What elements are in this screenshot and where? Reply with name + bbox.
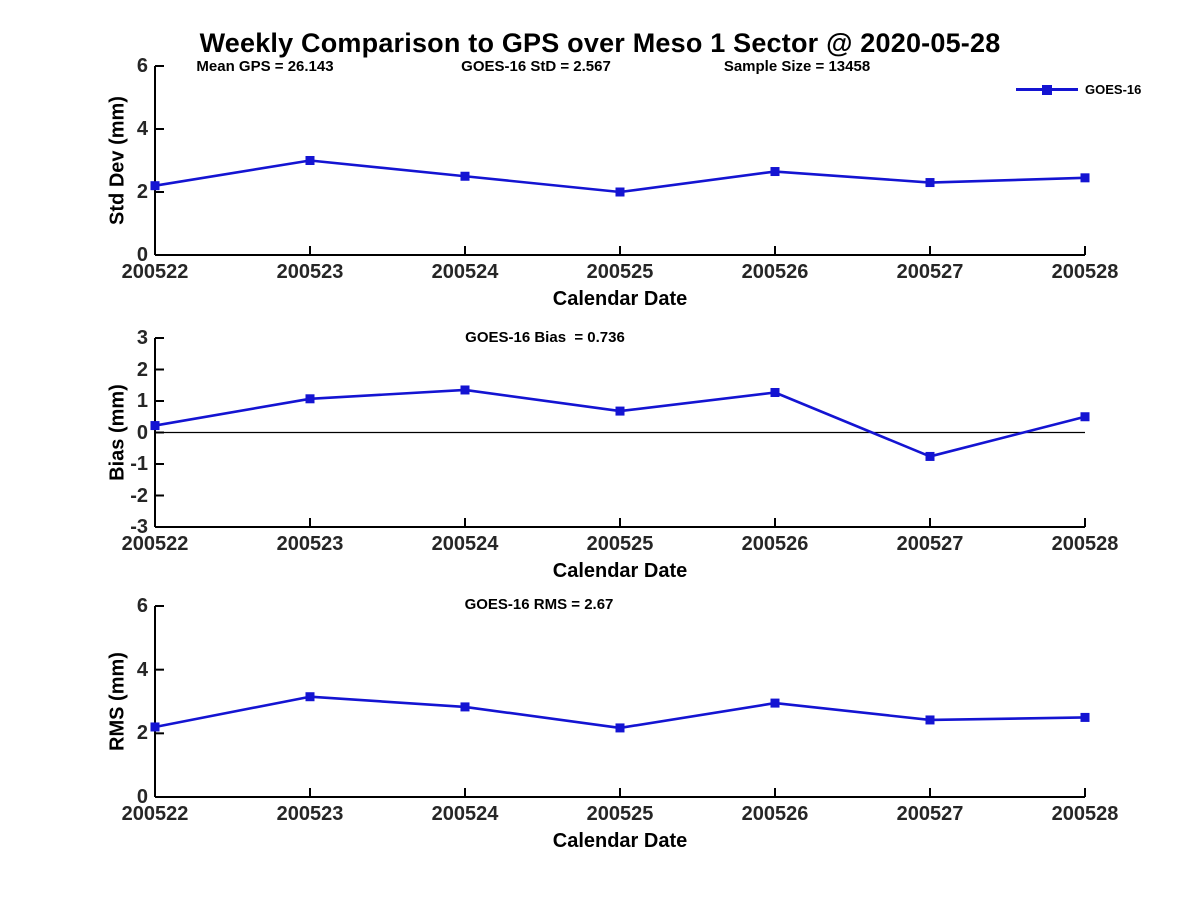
- x-tick-label: 200526: [741, 261, 809, 283]
- x-tick-label: 200522: [121, 261, 189, 283]
- y-tick-label: 3: [136, 327, 148, 349]
- x-tick-label: 200528: [1051, 261, 1119, 283]
- x-tick-label: 200525: [586, 803, 654, 825]
- y-tick-label: 4: [136, 658, 148, 681]
- y-tick-label: -3: [130, 516, 148, 538]
- x-tick-label: 200522: [121, 803, 189, 825]
- x-tick-label: 200527: [896, 533, 964, 555]
- y-tick-label: 2: [136, 722, 148, 745]
- legend: GOES-16: [1016, 81, 1141, 98]
- y-tick-label: 2: [136, 181, 148, 203]
- legend-line-sample: [1016, 84, 1078, 95]
- y-tick-label: 6: [136, 595, 148, 617]
- stddev-x-axis-label: Calendar Date: [552, 288, 688, 310]
- x-tick-label: 200524: [431, 533, 499, 555]
- y-tick-label: 6: [136, 55, 148, 77]
- x-tick-label: 200523: [276, 803, 344, 825]
- y-tick-label: -1: [130, 453, 148, 475]
- figure-title: Weekly Comparison to GPS over Meso 1 Sec…: [199, 28, 1001, 58]
- x-tick-label: 200523: [276, 261, 344, 283]
- x-tick-label: 200526: [741, 803, 809, 825]
- annotation-goes16-bias: GOES-16 Bias = 0.736: [465, 329, 625, 346]
- y-tick-label: 2: [136, 358, 148, 381]
- x-tick-label: 200528: [1051, 803, 1119, 825]
- x-tick-label: 200522: [121, 533, 189, 555]
- y-tick-label: 1: [136, 390, 148, 412]
- x-tick-label: 200527: [896, 261, 964, 283]
- x-tick-label: 200523: [276, 533, 344, 555]
- x-tick-label: 200527: [896, 803, 964, 825]
- annotation-mean-gps: Mean GPS = 26.143: [196, 58, 334, 75]
- x-tick-label: 200525: [586, 261, 654, 283]
- y-tick-label: 0: [136, 421, 148, 444]
- x-tick-label: 200525: [586, 533, 654, 555]
- annotation-sample-size: Sample Size = 13458: [723, 58, 871, 75]
- y-tick-label: 0: [136, 786, 148, 808]
- x-tick-label: 200524: [431, 803, 499, 825]
- y-tick-label: 4: [136, 118, 148, 140]
- legend-label: GOES-16: [1085, 82, 1142, 97]
- y-tick-label: -2: [130, 484, 148, 507]
- x-tick-label: 200526: [741, 533, 809, 555]
- x-tick-label: 200528: [1051, 533, 1119, 555]
- y-tick-label: 0: [136, 244, 148, 266]
- rms-x-axis-label: Calendar Date: [552, 830, 688, 852]
- annotation-goes16-std: GOES-16 StD = 2.567: [461, 58, 611, 75]
- annotation-goes16-rms: GOES-16 RMS = 2.67: [464, 596, 614, 613]
- x-tick-label: 200524: [431, 261, 499, 283]
- bias-x-axis-label: Calendar Date: [552, 560, 688, 582]
- legend-square-marker-icon: [1042, 84, 1052, 95]
